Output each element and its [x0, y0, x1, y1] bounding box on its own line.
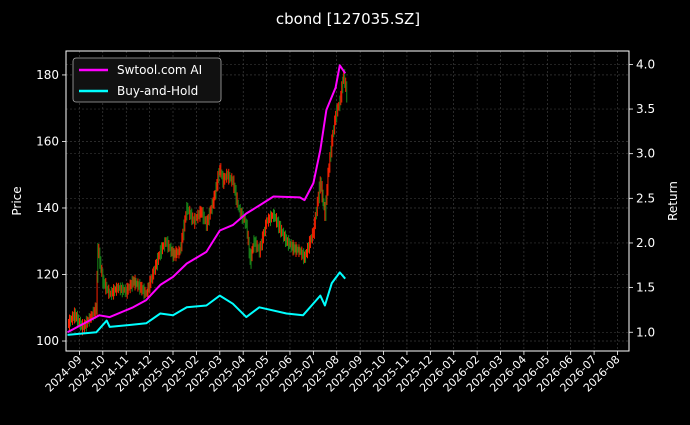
- y-left-tick-label: 180: [36, 68, 59, 82]
- plot-frame: [65, 50, 630, 352]
- series-line-strategy: [67, 64, 347, 334]
- y-right-tick-label: 3.5: [636, 102, 655, 116]
- y-right-tick-label: 2.5: [636, 191, 655, 205]
- y-left-tick-label: 100: [36, 334, 59, 348]
- y-axis-left: 100 120 140 160 180: [36, 68, 66, 348]
- legend-label-strategy: Swtool.com AI: [117, 63, 202, 77]
- y-axis-left-label: Price: [10, 186, 24, 215]
- y-right-tick-label: 1.5: [636, 281, 655, 295]
- y-right-tick-label: 4.0: [636, 57, 655, 71]
- y-right-tick-label: 3.0: [636, 147, 655, 161]
- series-line-buy-hold: [67, 271, 346, 336]
- y-axis-right-label: Return: [666, 181, 680, 221]
- legend: Swtool.com AI Buy-and-Hold: [72, 57, 222, 103]
- y-left-tick-label: 140: [36, 201, 59, 215]
- y-right-tick-label: 1.0: [636, 325, 655, 339]
- price-candles: [68, 68, 348, 336]
- legend-label-buy-hold: Buy-and-Hold: [117, 84, 198, 98]
- y-axis-right: 1.0 1.5 2.0 2.5 3.0 3.5 4.0: [629, 57, 655, 339]
- y-right-tick-label: 2.0: [636, 236, 655, 250]
- return-lines: [67, 64, 347, 336]
- y-left-tick-label: 160: [36, 134, 59, 148]
- chart-title: cbond [127035.SZ]: [276, 10, 420, 28]
- y-left-tick-label: 120: [36, 268, 59, 282]
